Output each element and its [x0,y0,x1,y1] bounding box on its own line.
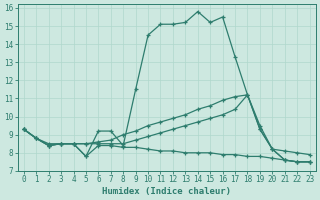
X-axis label: Humidex (Indice chaleur): Humidex (Indice chaleur) [102,187,231,196]
